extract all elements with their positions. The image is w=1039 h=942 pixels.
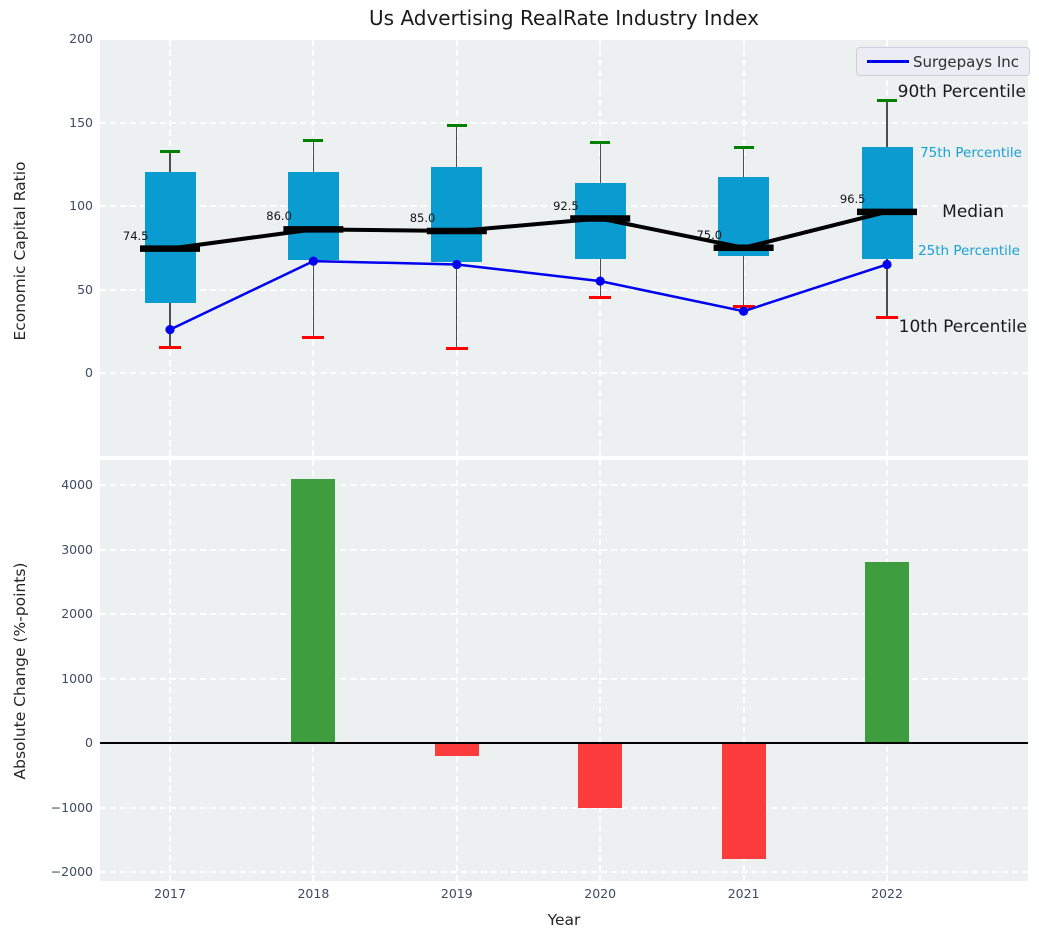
change-bar [291, 478, 336, 743]
x-axis-label: Year [547, 911, 581, 929]
top-gridline-h [100, 205, 1028, 207]
company-line [169, 259, 888, 331]
x-tick-year: 2019 [440, 886, 473, 901]
top-chart-lines [140, 208, 917, 335]
change-bar [578, 743, 623, 808]
x-tick-year: 2022 [871, 886, 903, 901]
iqr-box [861, 146, 913, 259]
label-25th-percentile: 25th Percentile [918, 243, 1020, 259]
label-10th-percentile: 10th Percentile [898, 317, 1027, 337]
label-75th-percentile: 75th Percentile [920, 145, 1022, 161]
top-y-tick: 200 [69, 31, 93, 46]
x-tick-year: 2017 [154, 886, 186, 901]
cap-90th-percentile [590, 141, 611, 145]
cap-10th-percentile [732, 304, 755, 308]
median-value-annotation: 74.5 [122, 228, 149, 243]
median-value-annotation: 85.0 [409, 211, 436, 226]
bottom-y-tick: 1000 [61, 670, 93, 686]
top-plot-area: 74.5 86.0 85.0 92.5 75.0 96.5 [100, 40, 1028, 456]
bottom-gridline-h [100, 548, 1028, 551]
bottom-y-tick: 0 [85, 735, 93, 750]
company-marker [452, 259, 462, 270]
company-marker [308, 256, 318, 266]
cap-10th-percentile [445, 347, 468, 351]
x-tick-year: 2020 [584, 886, 617, 901]
company-marker [739, 306, 749, 316]
zero-line [100, 742, 1028, 744]
top-y-tick: 50 [77, 281, 93, 297]
top-gridline-h [100, 121, 1028, 124]
bottom-gridline-h [100, 677, 1028, 680]
legend-line-sample [867, 60, 909, 63]
x-tick-year: 2021 [727, 886, 760, 901]
top-y-tick: 100 [69, 198, 93, 213]
cap-90th-percentile [877, 99, 897, 103]
median-value-annotation: 92.5 [553, 198, 579, 213]
cap-10th-percentile [589, 296, 612, 300]
change-bar [865, 562, 909, 743]
bottom-y-tick: −1000 [50, 799, 93, 815]
cap-10th-percentile [302, 335, 325, 339]
top-y-axis-label: Economic Capital Ratio [11, 161, 29, 341]
median-value-annotation: 75.0 [696, 227, 723, 242]
bottom-gridline-h [100, 613, 1028, 615]
bottom-y-tick: −2000 [50, 864, 93, 879]
company-marker [165, 324, 175, 335]
top-y-tick: 150 [69, 114, 93, 130]
company-marker [882, 259, 892, 270]
cap-10th-percentile [159, 346, 181, 350]
bottom-gridline-h [100, 806, 1028, 809]
iqr-box [431, 166, 483, 262]
bottom-gridline-v [599, 460, 602, 881]
cap-90th-percentile [160, 150, 180, 154]
legend: Surgepays Inc [856, 47, 1030, 76]
bottom-y-tick: 3000 [61, 541, 93, 557]
median-value-annotation: 86.0 [266, 209, 292, 224]
label-median: Median [942, 202, 1004, 222]
change-bar [434, 743, 479, 756]
change-bar [721, 743, 766, 860]
cap-90th-percentile [733, 146, 754, 150]
chart-title: Us Advertising RealRate Industry Index [369, 6, 759, 30]
bottom-gridline-h [100, 871, 1028, 873]
company-marker [595, 276, 605, 286]
cap-90th-percentile [303, 139, 324, 143]
median-value-annotation: 96.5 [839, 191, 866, 206]
cap-90th-percentile [446, 124, 467, 128]
bottom-gridline-v [169, 460, 171, 881]
bottom-gridline-v [455, 460, 458, 881]
top-gridline-h [100, 372, 1028, 374]
bottom-y-tick: 2000 [61, 606, 93, 621]
bottom-plot-area [100, 460, 1028, 881]
top-y-tick: 0 [85, 365, 93, 380]
label-90th-percentile: 90th Percentile [897, 82, 1026, 102]
iqr-box [287, 171, 339, 261]
legend-series-label: Surgepays Inc [912, 52, 1020, 71]
bottom-gridline-v [742, 460, 745, 881]
bottom-y-tick: 4000 [61, 477, 93, 492]
cap-10th-percentile [876, 315, 898, 319]
top-gridline-h [100, 288, 1028, 291]
iqr-box [144, 171, 196, 303]
x-tick-year: 2018 [297, 886, 330, 901]
bottom-gridline-h [100, 484, 1028, 486]
